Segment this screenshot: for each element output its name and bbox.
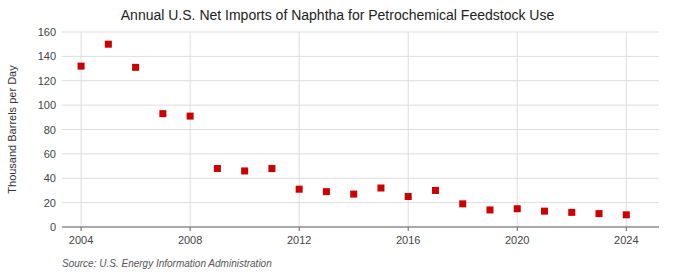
- y-tick-label: 160: [38, 26, 56, 38]
- y-grid-line: [62, 80, 659, 81]
- y-tick-label: 100: [38, 99, 56, 111]
- y-tick-label: 0: [50, 221, 56, 233]
- y-grid-line: [62, 32, 659, 33]
- point: [541, 208, 548, 215]
- chart-container: Annual U.S. Net Imports of Naphtha for P…: [0, 0, 675, 275]
- point: [432, 187, 439, 194]
- axes: 0 20 40 60 80 100 120 140 160 2004 2008 2012 2016 202…: [38, 26, 659, 246]
- x-grid-line: [299, 32, 300, 227]
- point: [105, 41, 112, 48]
- point: [132, 64, 139, 71]
- x-grid-line: [517, 32, 518, 227]
- point: [323, 188, 330, 195]
- point: [296, 186, 303, 193]
- x-tick: [81, 227, 82, 231]
- y-grid-line: [62, 178, 659, 179]
- y-grid-line: [62, 202, 659, 203]
- x-tick-label: 2020: [505, 234, 529, 246]
- y-tick-label: 20: [44, 197, 56, 209]
- point: [350, 191, 357, 198]
- grid: [62, 32, 659, 227]
- y-grid-line: [62, 56, 659, 57]
- point: [78, 63, 85, 70]
- point: [268, 165, 275, 172]
- x-tick-label: 2012: [287, 234, 311, 246]
- point: [405, 193, 412, 200]
- x-grid-line: [626, 32, 627, 227]
- x-tick: [408, 227, 409, 231]
- title: Annual U.S. Net Imports of Naphtha for P…: [121, 7, 555, 23]
- points: [78, 41, 630, 219]
- x-tick-label: 2016: [396, 234, 420, 246]
- y-grid-line: [62, 129, 659, 130]
- point: [623, 211, 630, 218]
- x-grid-line: [190, 32, 191, 227]
- x-tick: [517, 227, 518, 231]
- y-tick-label: 40: [44, 172, 56, 184]
- x-grid-line: [81, 32, 82, 227]
- x-tick: [626, 227, 627, 231]
- point: [214, 165, 221, 172]
- point: [568, 209, 575, 216]
- y-tick-label: 80: [44, 124, 56, 136]
- y-tick-label: 60: [44, 148, 56, 160]
- point: [187, 113, 194, 120]
- point: [486, 206, 493, 213]
- x-tick-label: 2004: [69, 234, 93, 246]
- x-tick: [299, 227, 300, 231]
- chart: Annual U.S. Net Imports of Naphtha for P…: [0, 0, 675, 275]
- y-tick-label: 140: [38, 50, 56, 62]
- y-grid-line: [62, 105, 659, 106]
- point: [596, 210, 603, 217]
- point: [241, 167, 248, 174]
- x-axis-line: [62, 227, 659, 228]
- y-grid-line: [62, 227, 659, 228]
- y-tick-label: 120: [38, 75, 56, 87]
- y-grid-line: [62, 153, 659, 154]
- point: [459, 200, 466, 207]
- x-tick: [190, 227, 191, 231]
- y-axis-label: Thousand Barrels per Day: [6, 65, 18, 194]
- point: [159, 110, 166, 117]
- source-note: Source: U.S. Energy Information Administ…: [62, 258, 272, 269]
- point: [377, 185, 384, 192]
- point: [514, 205, 521, 212]
- x-tick-label: 2008: [178, 234, 202, 246]
- x-tick-label: 2024: [614, 234, 638, 246]
